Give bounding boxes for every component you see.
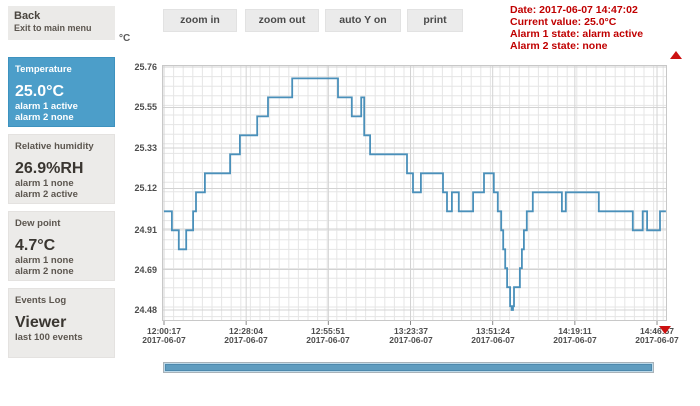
x-tick-label: 13:51:24 2017-06-07 (471, 326, 515, 345)
x-tick-label: 12:00:17 2017-06-07 (142, 326, 186, 345)
y-tick-label: 25.33 (134, 143, 157, 153)
channel-alarm1-status: alarm 1 none (15, 255, 74, 266)
y-axis-unit-label: °C (119, 33, 131, 44)
sidebar-item-temperature[interactable]: Temperature 25.0°C alarm 1 active alarm … (8, 57, 115, 127)
x-tick-label: 14:19:11 2017-06-07 (553, 326, 597, 345)
x-tick-label: 13:23:37 2017-06-07 (389, 326, 433, 345)
channel-title: Dew point (15, 218, 61, 229)
status-readout: Date: 2017-06-07 14:47:02 Current value:… (510, 4, 695, 52)
status-alarm1: Alarm 1 state: alarm active (510, 28, 644, 40)
back-button[interactable]: Back Exit to main menu (8, 6, 115, 40)
channel-alarm1-status: alarm 1 none (15, 178, 74, 189)
x-tick-label: 14:46:57 2017-06-07 (635, 326, 679, 345)
status-date: Date: 2017-06-07 14:47:02 (510, 4, 638, 16)
sidebar-item-dew-point[interactable]: Dew point 4.7°C alarm 1 none alarm 2 non… (8, 211, 115, 281)
channel-alarm2-status: alarm 2 active (15, 188, 78, 200)
channel-alarm1-status: alarm 1 active (15, 101, 78, 112)
zoom-in-button[interactable]: zoom in (163, 9, 237, 32)
channel-title: Events Log (15, 295, 67, 306)
channel-alarm2-status: alarm 2 none (15, 265, 74, 277)
y-tick-label: 25.12 (134, 183, 157, 193)
marker-down-icon (659, 326, 671, 334)
sidebar-item-humidity[interactable]: Relative humidity 26.9%RH alarm 1 none a… (8, 134, 115, 204)
channel-title: Relative humidity (15, 141, 94, 152)
sidebar-item-events-log[interactable]: Events Log Viewer last 100 events (8, 288, 115, 358)
scrollbar-thumb[interactable] (165, 364, 652, 371)
y-tick-label: 24.91 (134, 225, 157, 235)
x-tick-label: 12:28:04 2017-06-07 (224, 326, 268, 345)
channel-detail: last 100 events (15, 332, 83, 343)
time-range-scrollbar[interactable] (163, 362, 654, 373)
chart-plot-area[interactable] (162, 65, 667, 327)
y-tick-label: 25.55 (134, 102, 157, 112)
channel-value: 26.9%RH (15, 160, 84, 177)
channel-value: Viewer (15, 314, 67, 331)
back-button-title: Back (14, 10, 41, 22)
y-tick-label: 24.48 (134, 305, 157, 315)
zoom-out-button[interactable]: zoom out (245, 9, 319, 32)
channel-value: 25.0°C (15, 83, 65, 100)
x-tick-label: 12:55:51 2017-06-07 (306, 326, 350, 345)
y-tick-label: 25.76 (134, 62, 157, 72)
back-button-subtitle: Exit to main menu (14, 23, 92, 33)
status-alarm2: Alarm 2 state: none (510, 40, 608, 52)
temperature-trend-chart (162, 65, 667, 325)
channel-title: Temperature (15, 64, 72, 75)
channel-alarm2-status: alarm 2 none (15, 111, 74, 123)
auto-y-toggle-button[interactable]: auto Y on (325, 9, 401, 32)
status-current-value: Current value: 25.0°C (510, 16, 617, 28)
y-tick-label: 24.69 (134, 265, 157, 275)
channel-value: 4.7°C (15, 237, 56, 254)
marker-up-icon (670, 51, 682, 59)
print-button[interactable]: print (407, 9, 463, 32)
